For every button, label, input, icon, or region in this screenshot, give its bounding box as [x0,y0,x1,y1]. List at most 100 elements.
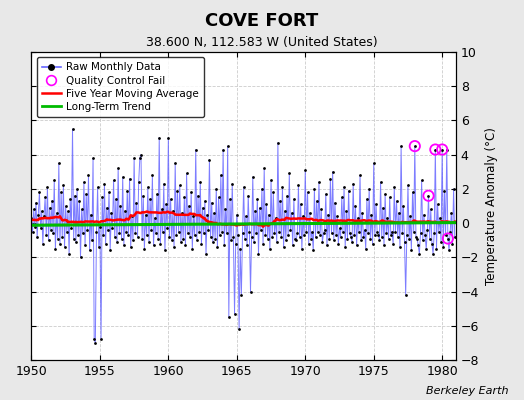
Point [48,198,56,204]
Point [47,227,55,233]
Point [379,204,387,211]
Point [339,228,347,235]
Point [156,240,165,247]
Point [380,242,388,248]
Point [247,234,256,240]
Point [226,196,234,202]
Point [197,240,205,247]
Point [447,210,455,216]
Point [184,203,193,209]
Point [311,234,320,240]
Point [336,234,345,240]
Point [420,211,428,218]
Point [340,184,348,190]
Point [216,172,225,178]
Point [322,191,330,197]
Point [289,242,297,248]
Point [283,192,291,199]
Point [174,228,183,235]
Point [312,198,321,204]
Point [189,213,198,220]
Point [139,192,147,199]
Point [263,201,271,208]
Point [357,237,365,244]
Point [326,176,334,182]
Point [143,232,151,238]
Point [293,230,301,236]
Point [245,228,254,235]
Point [445,247,453,254]
Point [122,228,130,235]
Point [332,232,340,238]
Point [390,184,398,190]
Point [170,244,178,250]
Point [104,227,112,233]
Point [280,208,289,214]
Point [125,176,134,182]
Point [344,187,353,194]
Point [121,208,129,214]
Point [261,232,269,238]
Point [374,232,383,238]
Point [438,146,446,153]
Point [297,201,305,208]
Point [444,235,452,242]
Point [319,230,328,236]
Point [411,143,419,149]
Point [251,208,259,214]
Point [221,206,230,213]
Point [153,191,161,197]
Point [279,244,288,250]
Point [114,165,122,172]
Point [135,179,143,185]
Point [84,172,93,178]
Point [158,228,167,235]
Point [218,228,226,235]
Point [117,235,126,242]
Text: COVE FORT: COVE FORT [205,12,319,30]
Point [73,186,81,192]
Point [389,240,397,247]
Point [116,203,125,209]
Point [265,211,273,218]
Point [34,211,42,218]
Point [112,196,120,202]
Point [419,237,427,244]
Point [140,246,149,252]
Point [444,235,452,242]
Point [77,254,85,260]
Point [90,336,99,343]
Point [241,235,249,242]
Point [290,196,298,202]
Point [118,174,127,180]
Point [228,180,236,187]
Point [165,234,173,240]
Point [71,192,79,199]
Point [299,213,307,220]
Point [147,227,156,233]
Point [50,177,59,184]
Point [133,234,141,240]
Point [126,244,135,250]
Point [423,227,432,233]
Point [323,242,331,248]
Point [56,240,64,247]
Point [145,239,153,245]
Point [399,203,408,209]
Point [418,177,426,184]
Point [39,240,47,247]
Point [392,198,401,204]
Point [450,186,458,192]
Point [107,210,115,216]
Point [296,234,304,240]
Point [354,215,362,221]
Point [160,180,168,187]
Point [123,187,132,194]
Point [267,177,275,184]
Point [406,213,414,220]
Point [255,204,264,211]
Point [93,184,102,190]
Point [222,230,231,236]
Point [244,192,253,199]
Point [307,235,315,242]
